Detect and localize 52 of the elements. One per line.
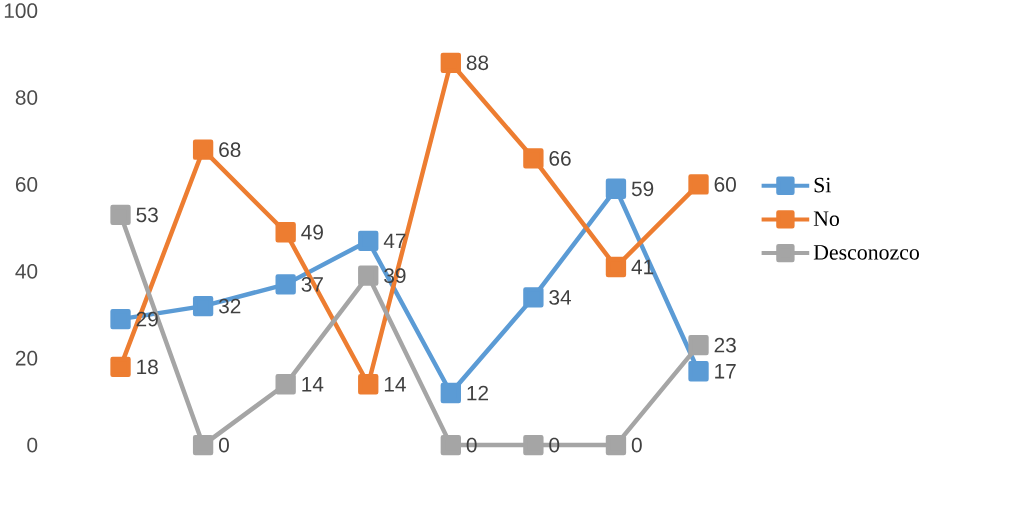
data-label: 17	[715, 364, 736, 379]
data-label: 59	[631, 181, 654, 197]
point	[440, 435, 461, 456]
data-label: 12	[467, 385, 488, 401]
point	[688, 335, 709, 356]
y-tick-label: 20	[15, 351, 38, 366]
y-tick-label: 0	[27, 437, 38, 453]
data-label: 0	[466, 437, 477, 453]
legend-label: Si	[814, 177, 831, 193]
point	[523, 287, 544, 308]
legend-label: No	[813, 211, 840, 227]
data-label: 34	[549, 290, 572, 305]
data-label: 23	[714, 338, 736, 353]
data-label: 66	[549, 151, 571, 166]
point	[110, 204, 131, 226]
point	[523, 148, 544, 169]
point	[440, 382, 461, 404]
point	[358, 230, 379, 252]
data-label: 0	[631, 437, 642, 453]
point	[110, 356, 131, 378]
data-label: 14	[384, 377, 406, 392]
data-label: 88	[466, 55, 489, 71]
point	[358, 265, 379, 287]
data-label: 14	[302, 377, 324, 392]
point	[605, 178, 627, 200]
data-label: 53	[136, 207, 158, 223]
y-tick-label: 100	[4, 3, 38, 19]
point	[688, 361, 709, 382]
point	[358, 374, 379, 395]
y-tick-label: 40	[15, 264, 38, 279]
point	[192, 139, 214, 161]
point	[440, 52, 461, 74]
legend-label: Desconozco	[813, 245, 919, 260]
data-label: 60	[714, 177, 736, 193]
point	[605, 257, 627, 278]
point	[275, 222, 296, 243]
data-label: 32	[218, 298, 241, 314]
point	[275, 374, 296, 395]
point	[688, 174, 709, 195]
point	[192, 296, 214, 317]
data-label: 18	[137, 359, 158, 375]
y-tick-label: 80	[15, 90, 38, 106]
point	[605, 435, 627, 456]
point	[523, 435, 544, 456]
data-label: 49	[301, 225, 323, 240]
point	[110, 309, 131, 330]
y-tick-label: 60	[15, 177, 38, 193]
data-label: 0	[549, 437, 560, 453]
point	[275, 274, 296, 295]
data-label: 0	[218, 437, 229, 453]
data-label: 68	[219, 142, 241, 158]
point	[192, 435, 214, 456]
